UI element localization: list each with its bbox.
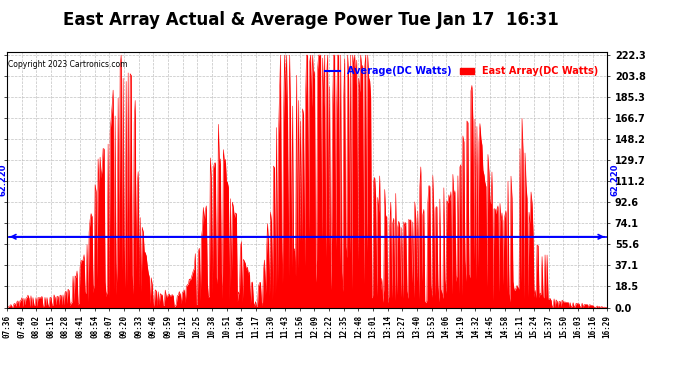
Legend: Average(DC Watts), East Array(DC Watts): Average(DC Watts), East Array(DC Watts) [321, 63, 602, 80]
Text: East Array Actual & Average Power Tue Jan 17  16:31: East Array Actual & Average Power Tue Ja… [63, 11, 558, 29]
Text: 62.220: 62.220 [611, 164, 620, 196]
Text: 62.220: 62.220 [0, 164, 8, 196]
Text: Copyright 2023 Cartronics.com: Copyright 2023 Cartronics.com [8, 60, 128, 69]
